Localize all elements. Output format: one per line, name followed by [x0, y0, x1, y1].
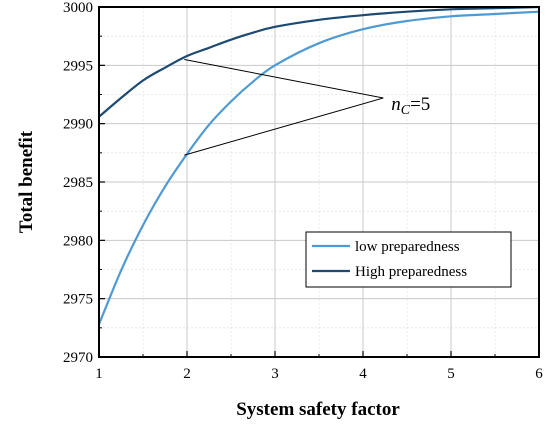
y-tick-label: 2970 [63, 350, 93, 366]
legend-label-high: High preparedness [355, 264, 467, 280]
x-tick-label: 5 [447, 366, 455, 382]
legend: low preparedness High preparedness [305, 231, 512, 288]
y-tick-label: 3000 [63, 0, 93, 16]
annotation-line [184, 59, 384, 99]
grid-lines [99, 7, 539, 357]
annotation-symbol: n [391, 94, 401, 115]
tick-labels: 1 2 3 4 5 6 2970 2975 2980 2985 2990 2995 3000 [63, 0, 543, 382]
y-tick-label: 2980 [63, 233, 93, 249]
x-tick-label: 2 [183, 366, 191, 382]
annotation-label: nC=5 [391, 94, 430, 118]
series-line-low-preparedness [97, 10, 540, 325]
y-tick-label: 2990 [63, 117, 93, 133]
series-layer [97, 5, 540, 325]
x-tick-label: 6 [535, 366, 543, 382]
y-tick-label: 2995 [63, 58, 93, 74]
axis-ticks [98, 6, 540, 358]
y-tick-label: 2975 [63, 292, 93, 308]
annotation: nC=5 [184, 59, 430, 156]
x-tick-label: 3 [271, 366, 279, 382]
x-tick-label: 1 [95, 366, 103, 382]
legend-box [305, 231, 512, 288]
y-tick-label: 2985 [63, 175, 93, 191]
series-line-high-preparedness [98, 5, 540, 118]
annotation-line [184, 97, 384, 156]
legend-label-low: low preparedness [355, 239, 460, 255]
x-axis-title: System safety factor [236, 399, 400, 420]
annotation-value: =5 [410, 94, 430, 115]
annotation-subscript: C [401, 103, 411, 118]
y-axis-title: Total benefit [16, 130, 37, 233]
x-tick-label: 4 [359, 366, 367, 382]
